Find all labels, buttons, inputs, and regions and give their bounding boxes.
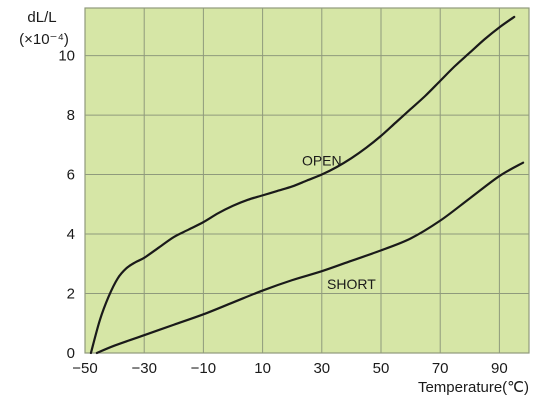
gridlines [85, 8, 529, 353]
x-tick-label: −10 [191, 360, 216, 377]
tick-labels: −50 −30 −10 10 30 50 70 90 0 2 4 6 8 10 [58, 48, 507, 377]
x-tick-label: −30 [131, 360, 156, 377]
x-tick-label: 90 [491, 360, 508, 377]
curves [89, 15, 525, 355]
x-axis-label: Temperature(℃) [418, 379, 529, 396]
y-tick-label: 4 [67, 226, 75, 243]
y-tick-label: 8 [67, 107, 75, 124]
x-tick-label: 70 [432, 360, 449, 377]
y-axis-label: dL/L [27, 9, 56, 26]
y-tick-label: 10 [58, 48, 75, 65]
curve-open [89, 15, 516, 355]
y-tick-label: 0 [67, 345, 75, 362]
curve-short [95, 161, 525, 355]
curve-label-short: SHORT [327, 276, 376, 292]
x-tick-label: −50 [72, 360, 97, 377]
curve-labels: OPEN SHORT [302, 153, 376, 292]
y-tick-label: 2 [67, 286, 75, 303]
x-tick-label: 30 [313, 360, 330, 377]
curve-label-open: OPEN [302, 153, 342, 169]
y-tick-label: 6 [67, 167, 75, 184]
x-tick-label: 10 [254, 360, 271, 377]
y-axis-unit: (×10⁻⁴) [19, 31, 69, 48]
x-tick-label: 50 [373, 360, 390, 377]
